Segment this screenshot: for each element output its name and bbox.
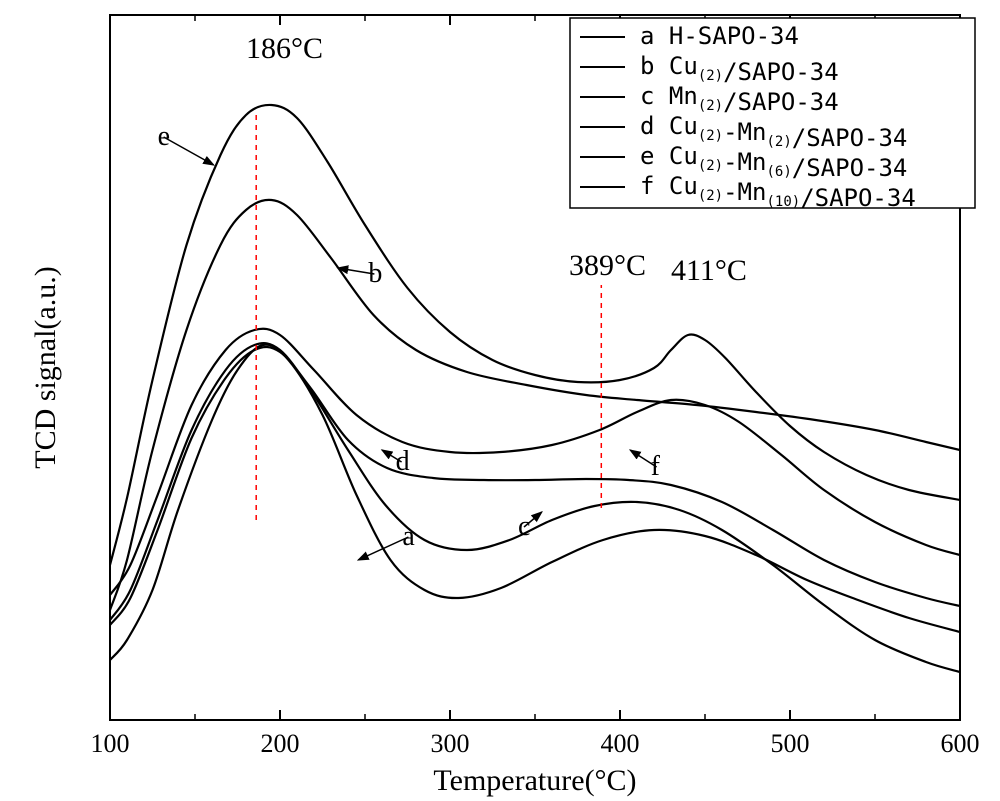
x-axis-title: Temperature(°C) (433, 764, 636, 797)
series-label-e: e (158, 121, 170, 152)
x-tick-label: 300 (431, 729, 470, 758)
series-label-f: f (651, 451, 661, 482)
series-label-a: a (402, 521, 415, 552)
series-label-c: c (518, 511, 530, 542)
x-tick-label: 500 (771, 729, 810, 758)
annotation: 389°C (569, 249, 646, 282)
annotation: 186°C (246, 32, 323, 65)
y-axis-title: TCD signal(a.u.) (29, 266, 62, 468)
legend-label-a: a H-SAPO-34 (640, 22, 799, 50)
series-label-b: b (368, 258, 382, 289)
chart-container: 100 200 300 400 500 600 Temperature(°C) TCD sig… (0, 0, 1000, 801)
annotation: 411°C (671, 254, 747, 287)
series-label-d: d (396, 446, 410, 477)
x-tick-label: 600 (941, 729, 980, 758)
x-tick-label: 100 (91, 729, 130, 758)
x-tick-label: 400 (601, 729, 640, 758)
tpd-chart: 100 200 300 400 500 600 Temperature(°C) TCD sig… (0, 0, 1000, 801)
x-tick-label: 200 (261, 729, 300, 758)
